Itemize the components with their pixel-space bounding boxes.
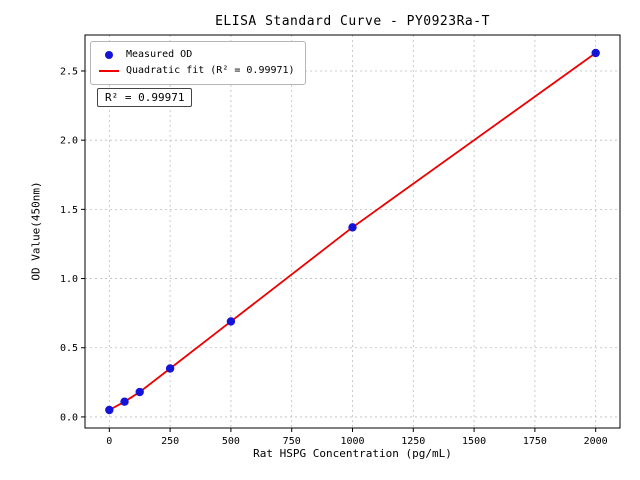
x-tick-label: 1750 [523,436,547,447]
y-axis-label: OD Value(450nm) [29,181,43,281]
data-point [135,387,144,397]
x-tick-label: 750 [283,436,301,447]
x-axis-label: Rat HSPG Concentration (pg/mL) [253,447,452,460]
legend-marker-measured-od-icon [105,51,113,59]
x-tick-label: 1000 [340,436,364,447]
x-tick-label: 250 [161,436,179,447]
y-tick-label: 1.5 [60,205,78,216]
r-squared-annotation: R² = 0.99971 [97,88,193,107]
y-tick-label: 0.0 [60,412,78,423]
y-tick-label: 2.0 [60,136,78,147]
data-point [120,397,129,406]
x-tick-label: 0 [106,436,112,447]
data-point [165,364,175,373]
y-tick-label: 2.5 [60,66,78,77]
legend-item-quadratic-fit: Quadratic fit (R² = 0.99971) [99,63,295,79]
y-tick-label: 0.5 [60,343,78,354]
data-point [105,405,114,415]
data-point [591,48,600,58]
x-tick-label: 2000 [584,436,608,447]
x-tick-label: 1500 [462,436,486,447]
data-point [226,317,236,326]
chart-title: ELISA Standard Curve - PY0923Ra-T [215,14,490,29]
y-tick-label: 1.0 [60,274,78,285]
data-point [348,223,357,232]
legend-label-quadratic-fit: Quadratic fit (R² = 0.99971) [126,65,295,76]
legend-item-measured-od: Measured OD [99,47,295,63]
x-tick-label: 500 [222,436,240,447]
legend-label-measured-od: Measured OD [126,49,193,60]
legend-marker-quadratic-fit-icon [99,70,119,72]
x-tick-label: 1250 [401,436,425,447]
legend: Measured OD Quadratic fit (R² = 0.99971) [90,41,306,85]
